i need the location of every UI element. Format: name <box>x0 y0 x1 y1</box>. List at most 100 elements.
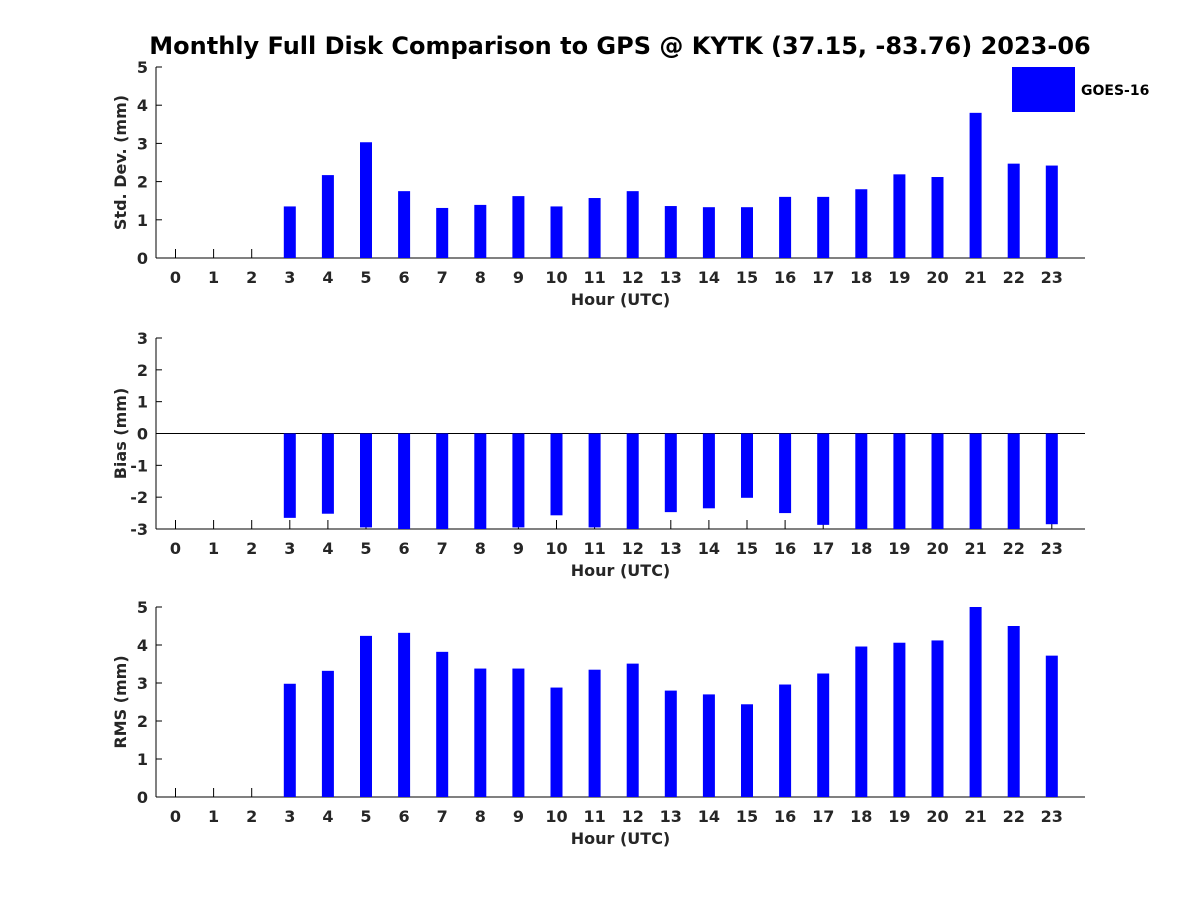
x-tick-label: 12 <box>622 807 644 826</box>
bar <box>664 433 677 513</box>
x-tick-label: 19 <box>888 807 910 826</box>
x-axis-label: Hour (UTC) <box>571 561 671 580</box>
bar <box>283 206 296 258</box>
bar <box>626 433 639 529</box>
x-tick-label: 10 <box>545 807 567 826</box>
x-tick-label: 4 <box>322 807 333 826</box>
x-tick-label: 3 <box>284 807 295 826</box>
x-tick-label: 7 <box>437 268 448 287</box>
bar <box>1045 433 1058 525</box>
bar <box>779 433 792 514</box>
y-axis-label: RMS (mm) <box>111 655 130 748</box>
bar <box>321 670 334 797</box>
x-tick-label: 22 <box>1003 539 1025 558</box>
x-tick-label: 7 <box>437 807 448 826</box>
bar <box>436 433 449 529</box>
bar <box>969 433 982 529</box>
bar <box>931 177 944 258</box>
x-tick-label: 3 <box>284 539 295 558</box>
bar <box>283 433 296 518</box>
x-tick-label: 11 <box>583 539 605 558</box>
y-tick-label: 0 <box>137 788 148 807</box>
bar <box>360 433 372 528</box>
chart-title: Monthly Full Disk Comparison to GPS @ KY… <box>149 32 1090 60</box>
x-tick-label: 1 <box>208 268 219 287</box>
bar <box>855 433 868 529</box>
x-tick-label: 12 <box>622 268 644 287</box>
bar <box>817 673 830 797</box>
x-tick-label: 13 <box>660 268 682 287</box>
x-tick-label: 2 <box>246 539 257 558</box>
y-tick-label: 3 <box>137 674 148 693</box>
x-tick-label: 15 <box>736 268 758 287</box>
bar <box>398 632 411 797</box>
x-axis-label: Hour (UTC) <box>571 829 671 848</box>
x-tick-label: 0 <box>170 539 181 558</box>
x-tick-label: 2 <box>246 807 257 826</box>
x-tick-label: 23 <box>1041 807 1063 826</box>
x-tick-label: 5 <box>360 539 371 558</box>
bar <box>855 189 868 258</box>
y-tick-label: 2 <box>137 361 148 380</box>
bar <box>588 198 601 258</box>
x-tick-label: 11 <box>583 807 605 826</box>
x-axis-label: Hour (UTC) <box>571 290 671 309</box>
y-tick-label: -2 <box>130 488 148 507</box>
x-tick-label: 4 <box>322 539 333 558</box>
y-tick-label: 5 <box>137 58 148 77</box>
y-tick-label: 2 <box>137 712 148 731</box>
bar <box>474 204 487 258</box>
bar <box>664 690 677 797</box>
x-tick-label: 6 <box>399 268 410 287</box>
bar <box>741 433 753 498</box>
x-tick-label: 18 <box>850 807 872 826</box>
bar <box>893 642 906 797</box>
y-tick-label: 3 <box>137 134 148 153</box>
x-tick-label: 15 <box>736 539 758 558</box>
bar <box>550 687 563 797</box>
bar <box>321 433 334 514</box>
bar <box>321 175 334 258</box>
bar <box>360 142 372 258</box>
x-tick-label: 21 <box>964 539 986 558</box>
x-tick-label: 20 <box>926 539 948 558</box>
y-tick-label: -1 <box>130 456 148 475</box>
x-tick-label: 14 <box>698 539 720 558</box>
bar <box>588 433 601 528</box>
y-axis-label: Std. Dev. (mm) <box>111 95 130 230</box>
x-tick-label: 5 <box>360 807 371 826</box>
x-tick-label: 20 <box>926 807 948 826</box>
x-tick-label: 19 <box>888 539 910 558</box>
y-tick-label: 4 <box>137 636 148 655</box>
x-tick-label: 17 <box>812 268 834 287</box>
x-tick-label: 8 <box>475 268 486 287</box>
bar <box>436 207 449 258</box>
y-axis-label: Bias (mm) <box>111 388 130 480</box>
bar <box>664 206 677 258</box>
x-tick-label: 21 <box>964 807 986 826</box>
x-tick-label: 16 <box>774 807 796 826</box>
legend: GOES-16 <box>1012 67 1149 112</box>
bar <box>360 635 372 797</box>
x-tick-label: 6 <box>399 539 410 558</box>
x-tick-label: 11 <box>583 268 605 287</box>
bar <box>436 651 449 797</box>
x-tick-label: 14 <box>698 268 720 287</box>
bar <box>1045 165 1058 258</box>
legend-label: GOES-16 <box>1081 83 1149 99</box>
bar <box>741 704 753 797</box>
x-tick-label: 10 <box>545 539 567 558</box>
x-tick-label: 7 <box>437 539 448 558</box>
bar <box>550 206 563 258</box>
x-tick-label: 10 <box>545 268 567 287</box>
x-tick-label: 3 <box>284 268 295 287</box>
bar <box>626 191 639 258</box>
x-tick-label: 14 <box>698 807 720 826</box>
x-tick-label: 17 <box>812 539 834 558</box>
y-tick-label: 1 <box>137 211 148 230</box>
bar <box>512 668 525 797</box>
x-tick-label: 18 <box>850 539 872 558</box>
